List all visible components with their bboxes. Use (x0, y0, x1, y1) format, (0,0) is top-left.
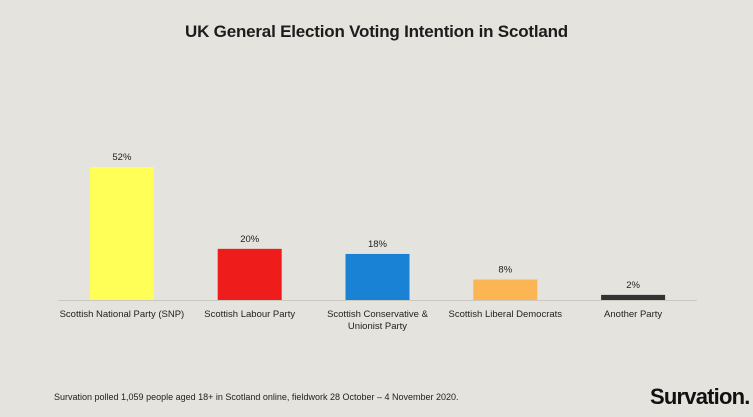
category-label-line: Scottish National Party (SNP) (60, 309, 185, 320)
bar-1 (217, 248, 282, 300)
bar-4 (601, 294, 666, 300)
category-label-4: Another Party (604, 309, 662, 320)
bar-value-label-3: 8% (498, 265, 512, 276)
bars-group: 52% Scottish National Party (SNP) 20% Scott… (60, 152, 666, 332)
bar-value-label-0: 52% (112, 152, 132, 163)
brand-logo: Survation. (650, 384, 750, 409)
bar-3 (473, 279, 538, 300)
category-label-2: Scottish Conservative & Unionist Party (327, 309, 429, 332)
bar-value-label-1: 20% (240, 234, 260, 245)
category-label-line: Scottish Liberal Democrats (449, 309, 563, 320)
bar-2 (345, 253, 410, 300)
category-label-0: Scottish National Party (SNP) (60, 309, 185, 320)
bar-chart: 52% Scottish National Party (SNP) 20% Scott… (58, 152, 697, 332)
chart-title: UK General Election Voting Intention in … (185, 22, 568, 41)
category-label-line: Scottish Conservative & (327, 309, 429, 320)
bar-0 (89, 167, 154, 300)
category-label-3: Scottish Liberal Democrats (449, 309, 563, 320)
bar-value-label-4: 2% (626, 280, 640, 291)
category-label-line: Scottish Labour Party (204, 309, 295, 320)
category-label-1: Scottish Labour Party (204, 309, 295, 320)
category-label-line: Unionist Party (348, 321, 407, 332)
category-label-line: Another Party (604, 309, 662, 320)
footnote: Survation polled 1,059 people aged 18+ i… (54, 392, 459, 402)
bar-value-label-2: 18% (368, 239, 388, 250)
